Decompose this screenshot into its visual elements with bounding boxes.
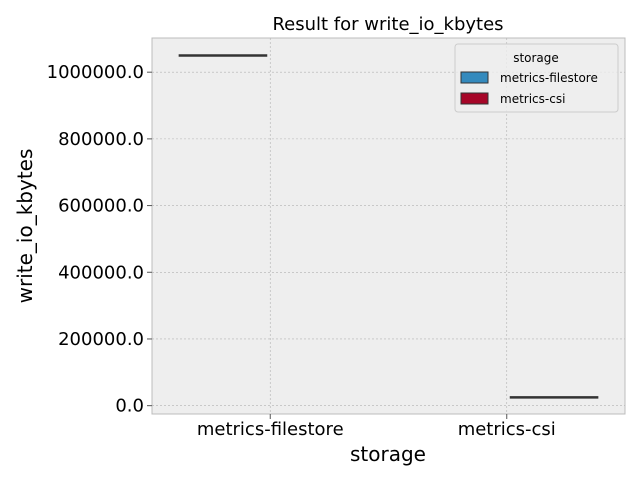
legend-entry-metrics-filestore: metrics-filestore: [500, 71, 598, 85]
legend: storage metrics-filestore metrics-csi: [454, 43, 619, 113]
x-axis-label: storage: [350, 442, 426, 466]
y-tick-label: 800000.0: [58, 129, 144, 150]
y-tick-label: 600000.0: [58, 196, 144, 217]
legend-title: storage: [513, 51, 559, 65]
y-tick-label: 0.0: [115, 396, 144, 417]
x-tick-label: metrics-filestore: [197, 419, 344, 440]
legend-frame: [454, 43, 619, 113]
chart-title: Result for write_io_kbytes: [272, 14, 503, 35]
grid-layer: [152, 38, 625, 414]
x-tick-label: metrics-csi: [458, 419, 556, 440]
y-axis-label: write_io_kbytes: [13, 149, 37, 304]
y-tick-label: 400000.0: [58, 262, 144, 283]
y-tick-label: 200000.0: [58, 329, 144, 350]
legend-entry-metrics-csi: metrics-csi: [500, 92, 565, 106]
ticks-layer: 0.0 200000.0 400000.0 600000.0 800000.0 10000…: [47, 62, 556, 440]
legend-swatch-metrics-csi: [460, 92, 489, 105]
marks-layer: [178, 54, 599, 399]
y-tick-label: 1000000.0: [47, 62, 144, 83]
legend-swatch-metrics-filestore: [460, 71, 489, 84]
